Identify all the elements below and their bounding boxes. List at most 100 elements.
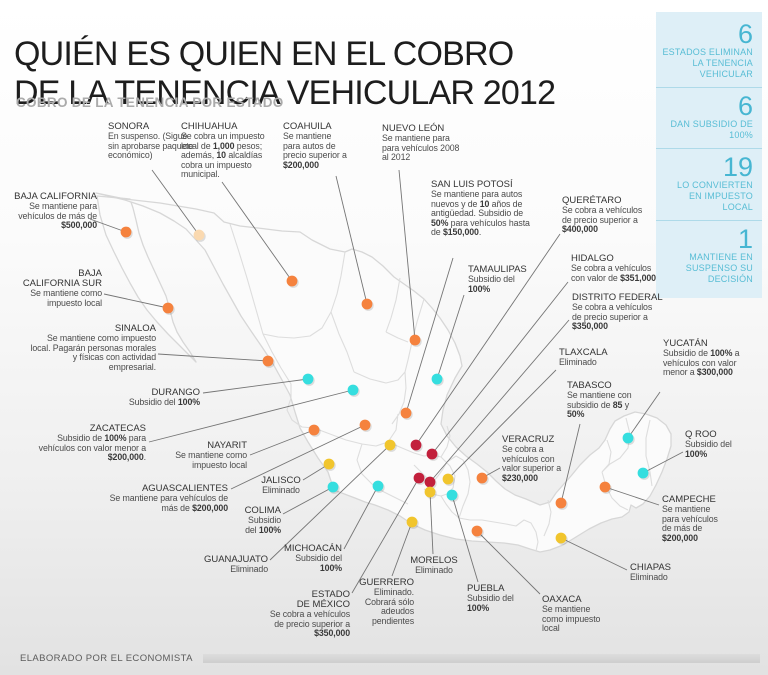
state-label-q-roo: Q ROO Subsidio del 100% (685, 430, 735, 459)
state-label-estado-de-mexico: ESTADO DE MÉXICO Se cobra a vehículos de … (258, 590, 350, 639)
nayarit-dot (308, 424, 320, 436)
state-label-puebla: PUEBLA Subsidio del 100% (467, 584, 521, 613)
state-label-baja-california-sur: BAJA CALIFORNIA SUR Se mantiene como impu… (8, 269, 102, 308)
stat-eliminated: 6 ESTADOS ELIMINAN LA TENENCIA VEHICULAR (656, 16, 762, 87)
leader-line-sonora (151, 169, 200, 236)
state-description: Se mantiene para para vehículos 2008 al … (382, 133, 460, 162)
state-label-tlaxcala: TLAXCALA Eliminado (559, 348, 621, 368)
veracruz-dot (476, 472, 488, 484)
state-label-durango: DURANGO Subsidio del 100% (118, 388, 200, 408)
hidalgo-dot (426, 448, 438, 460)
leader-line-baja-california-sur (103, 293, 169, 309)
state-name: OAXACA (542, 594, 582, 605)
baja-california-sur-dot (162, 302, 174, 314)
land-shapes (95, 192, 672, 553)
stat-label: ESTADOS ELIMINAN LA TENENCIA VEHICULAR (662, 47, 753, 79)
durango-dot (302, 373, 314, 385)
leader-line-morelos (429, 491, 434, 555)
state-description: Eliminado (262, 485, 300, 495)
chiapas-dot (555, 532, 567, 544)
page-subtitle: COBRO DE LA TENENCIA POR ESTADO (16, 95, 284, 110)
oaxaca-dot (471, 525, 483, 537)
state-name: COAHUILA (283, 121, 332, 132)
guanajuato-dot (384, 439, 396, 451)
state-description: Se cobra a vehículos de precio superior … (562, 205, 643, 234)
sonora-dot (193, 229, 205, 241)
state-description: Subsidio del 100% (295, 553, 342, 573)
state-label-guanajuato: GUANAJUATO Eliminado (202, 555, 268, 575)
state-description: Eliminado (230, 564, 268, 574)
state-label-hidalgo: HIDALGO Se cobra a vehículos con valor de… (571, 254, 667, 283)
leader-line-queretaro (415, 233, 561, 446)
zacatecas-dot (347, 384, 359, 396)
aguascalientes-dot (359, 419, 371, 431)
state-description: Se mantiene para vehículos de más de $20… (109, 493, 228, 513)
state-description: Subsidio de 100% a vehículos con valor m… (663, 348, 740, 377)
state-label-queretaro: QUERÉTARO Se cobra a vehículos de precio … (562, 196, 654, 235)
state-label-san-luis-potosi: SAN LUIS POTOSÍ Se mantiene para autos nu… (431, 180, 531, 238)
state-label-nuevo-leon: NUEVO LEÓN Se mantiene para para vehículo… (382, 124, 466, 163)
leader-line-chihuahua (221, 181, 293, 282)
stat-value: 19 (722, 152, 753, 182)
state-name: ESTADO DE MÉXICO (296, 589, 350, 610)
leader-line-tamaulipas (436, 294, 465, 380)
leader-line-oaxaca (476, 530, 541, 595)
leader-line-guerrero (391, 521, 413, 577)
state-label-veracruz: VERACRUZ Se cobra a vehículos con valor s… (502, 435, 566, 483)
state-description: Se cobra a vehículos de precio superior … (269, 609, 350, 638)
state-description: Eliminado (559, 357, 597, 367)
stat-label: DAN SUBSIDIO DE 100% (670, 119, 753, 140)
state-name: Q ROO (685, 429, 717, 440)
stats-sidebar: 6 ESTADOS ELIMINAN LA TENENCIA VEHICULAR… (656, 12, 762, 298)
footer: ELABORADO POR EL ECONOMISTA (20, 653, 760, 664)
state-label-distrito-federal: DISTRITO FEDERAL Se cobra a vehículos de … (572, 293, 664, 332)
title-line-2: DE LA TENENCIA VEHICULAR 2012 (14, 73, 556, 112)
leader-line-nuevo-leon (398, 169, 416, 341)
state-description: Se mantiene para vehículos de más de $20… (662, 504, 718, 543)
leader-line-estado-de-mexico (351, 477, 420, 594)
state-borders (229, 223, 653, 552)
colima-dot (327, 481, 339, 493)
state-label-sinaloa: SINALOA Se mantiene como impuesto local. … (26, 324, 156, 372)
mainland-outline (95, 192, 672, 553)
state-label-jalisco: JALISCO Eliminado (258, 476, 304, 496)
state-name: BAJA CALIFORNIA SUR (22, 268, 102, 289)
yucatan-dot (622, 432, 634, 444)
leader-line-tabasco (560, 423, 581, 504)
leader-line-colima (282, 486, 334, 515)
leader-line-nayarit (249, 429, 315, 456)
state-name: SINALOA (114, 323, 156, 334)
leader-line-aguascalientes (230, 424, 366, 490)
state-label-morelos: MORELOS Eliminado (408, 556, 460, 576)
state-name: PUEBLA (467, 583, 505, 594)
state-description: Se cobra a vehículos con valor superior … (502, 444, 562, 483)
state-label-guerrero: GUERRERO Eliminado. Cobrará sólo adeudos … (354, 578, 414, 626)
state-dots (120, 226, 650, 545)
state-name: HIDALGO (571, 253, 614, 264)
coahuila-dot (361, 298, 373, 310)
state-name: NAYARIT (207, 440, 247, 451)
state-description: En suspenso. (Sigue sin aprobarse paquet… (108, 131, 194, 160)
stat-subsidy: 6 DAN SUBSIDIO DE 100% (656, 87, 762, 148)
state-description: Subsidio del 100% (685, 439, 732, 459)
state-name: JALISCO (261, 475, 301, 486)
state-label-chihuahua: CHIHUAHUA Se cobra un impuesto local de 1… (181, 122, 265, 180)
leader-line-san-luis-potosi (405, 257, 454, 414)
nuevo-leon-dot (409, 334, 421, 346)
leader-line-hidalgo (431, 281, 569, 455)
leader-line-puebla (451, 494, 479, 583)
jalisco-dot (323, 458, 335, 470)
state-label-oaxaca: OAXACA Se mantiene como impuesto local (542, 595, 604, 634)
state-description: Subsidio de 100% para vehículos con valo… (38, 433, 146, 462)
state-description: Se cobra un impuesto local de 1,000 peso… (181, 131, 265, 179)
state-label-chiapas: CHIAPAS Eliminado (630, 563, 692, 583)
state-name: TABASCO (567, 380, 612, 391)
state-description: Eliminado (415, 565, 453, 575)
state-description: Se mantiene como impuesto local (175, 450, 247, 470)
footer-bar (202, 654, 760, 663)
baja-peninsula-outline (96, 195, 197, 363)
state-label-tamaulipas: TAMAULIPAS Subsidio del 100% (468, 265, 530, 294)
guerrero-dot (406, 516, 418, 528)
